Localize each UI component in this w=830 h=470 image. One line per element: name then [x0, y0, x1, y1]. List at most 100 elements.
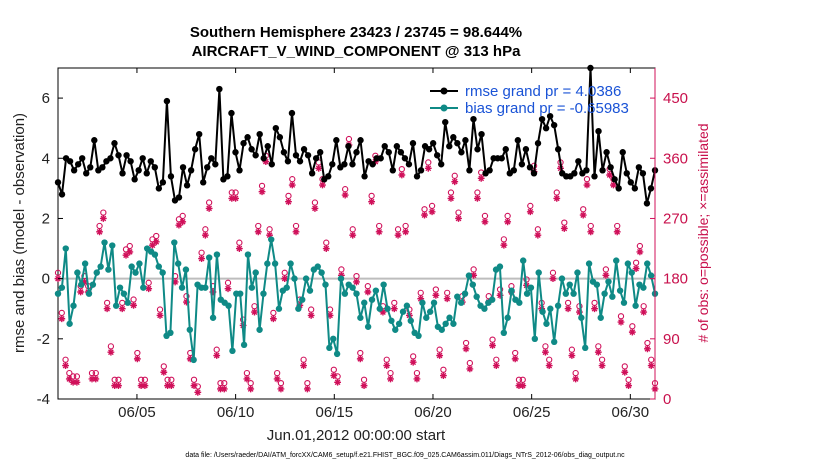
bias-point [268, 236, 275, 243]
rmse-point [425, 146, 433, 153]
obs-assimilated-point [549, 275, 557, 283]
obs-assimilated-point [326, 312, 334, 319]
rmse-point [139, 155, 146, 162]
bias-point [504, 314, 511, 321]
bias-point [306, 287, 314, 294]
obs-assimilated-point [579, 211, 587, 219]
y-tick-label: -4 [37, 391, 50, 408]
rmse-point [442, 118, 449, 126]
bias-point [136, 260, 143, 267]
rmse-point [236, 167, 243, 174]
rmse-point [599, 167, 606, 174]
bias-point [539, 308, 546, 315]
y-tick-label: -2 [37, 331, 50, 348]
chart-subtitle: AIRCRAFT_V_WIND_COMPONENT @ 313 hPa [192, 43, 522, 60]
bias-point [488, 296, 496, 303]
rmse-point [240, 140, 247, 147]
obs-assimilated-point [545, 362, 553, 369]
rmse-point [212, 161, 219, 168]
rmse-point [333, 137, 340, 144]
rmse-point [325, 173, 332, 180]
bias-point [380, 281, 387, 288]
legend: rmse grand pr = 4.0386 bias grand pr = -… [430, 83, 629, 117]
rmse-point [312, 155, 320, 162]
obs-assimilated-point [572, 375, 580, 383]
bias-point [326, 344, 333, 352]
obs-assimilated-point [77, 288, 85, 296]
bias-point [585, 260, 593, 267]
bias-point [357, 314, 364, 321]
rmse-point [353, 149, 360, 156]
bias-point [318, 269, 325, 276]
obs-assimilated-point [583, 181, 591, 189]
rmse-point [401, 155, 409, 162]
obs-assimilated-point [337, 271, 345, 279]
y2-tick-label: 0 [663, 391, 671, 408]
bias-point [593, 281, 601, 288]
rmse-point [474, 146, 481, 153]
bias-point [116, 284, 124, 291]
rmse-point [159, 179, 167, 186]
obs-assimilated-point [303, 385, 311, 393]
bias-series [54, 236, 659, 364]
rmse-point [228, 109, 235, 117]
bias-point [481, 305, 488, 312]
obs-assimilated-point [266, 231, 273, 239]
obs-assimilated-point [553, 194, 561, 202]
bias-point [430, 299, 438, 306]
rmse-point [571, 170, 578, 177]
bias-point [457, 299, 465, 306]
obs-assimilated-point [118, 305, 126, 313]
bias-point [112, 302, 120, 309]
obs-assimilated-point [137, 382, 145, 390]
y2-tick-label: 450 [663, 90, 688, 107]
bias-point [314, 263, 321, 270]
rmse-point [462, 137, 469, 144]
obs-assimilated-point [640, 308, 648, 316]
rmse-point [546, 112, 554, 120]
legend-rmse-marker [440, 87, 448, 95]
bias-point [237, 290, 244, 297]
bias-point [527, 284, 535, 291]
obs-assimilated-point [62, 362, 69, 369]
obs-assimilated-point [103, 305, 111, 313]
bias-point [74, 269, 81, 276]
legend-bias-marker [440, 104, 448, 112]
obs-assimilated-point [364, 288, 372, 296]
bias-point [151, 251, 159, 258]
obs-assimilated-point [311, 205, 319, 212]
obs-assimilated-point [519, 382, 527, 390]
chart-title: Southern Hemisphere 23423 / 23745 = 98.6… [190, 24, 522, 41]
bias-point [202, 284, 209, 291]
bias-point [322, 281, 329, 288]
rmse-point [123, 152, 130, 159]
obs-assimilated-point [247, 385, 255, 393]
bias-point [256, 326, 263, 333]
plot-area [57, 67, 656, 400]
rmse-point [300, 146, 308, 153]
obs-assimilated-point [474, 194, 481, 202]
rmse-point [147, 158, 154, 165]
obs-assimilated-point [224, 285, 232, 293]
bias-point [62, 245, 69, 252]
obs-assimilated-point [632, 265, 640, 273]
obs-assimilated-point [576, 308, 583, 316]
bias-point [361, 299, 368, 306]
obs-assimilated-point [217, 385, 224, 393]
obs-assimilated-point [198, 255, 205, 262]
rmse-point [409, 140, 417, 147]
rmse-point [119, 170, 126, 177]
rmse-point [486, 167, 493, 174]
obs-assimilated-point [251, 308, 258, 316]
bias-point [244, 251, 252, 258]
obs-assimilated-point [179, 218, 187, 226]
rmse-point [498, 155, 505, 162]
obs-assimilated-point [594, 348, 602, 356]
obs-assimilated-point [644, 345, 651, 353]
obs-assimilated-point [606, 171, 614, 179]
rmse-point [248, 146, 255, 153]
rmse-point [611, 176, 618, 183]
bias-point [582, 344, 589, 352]
rmse-point [187, 167, 195, 174]
obs-assimilated-point [232, 194, 239, 202]
